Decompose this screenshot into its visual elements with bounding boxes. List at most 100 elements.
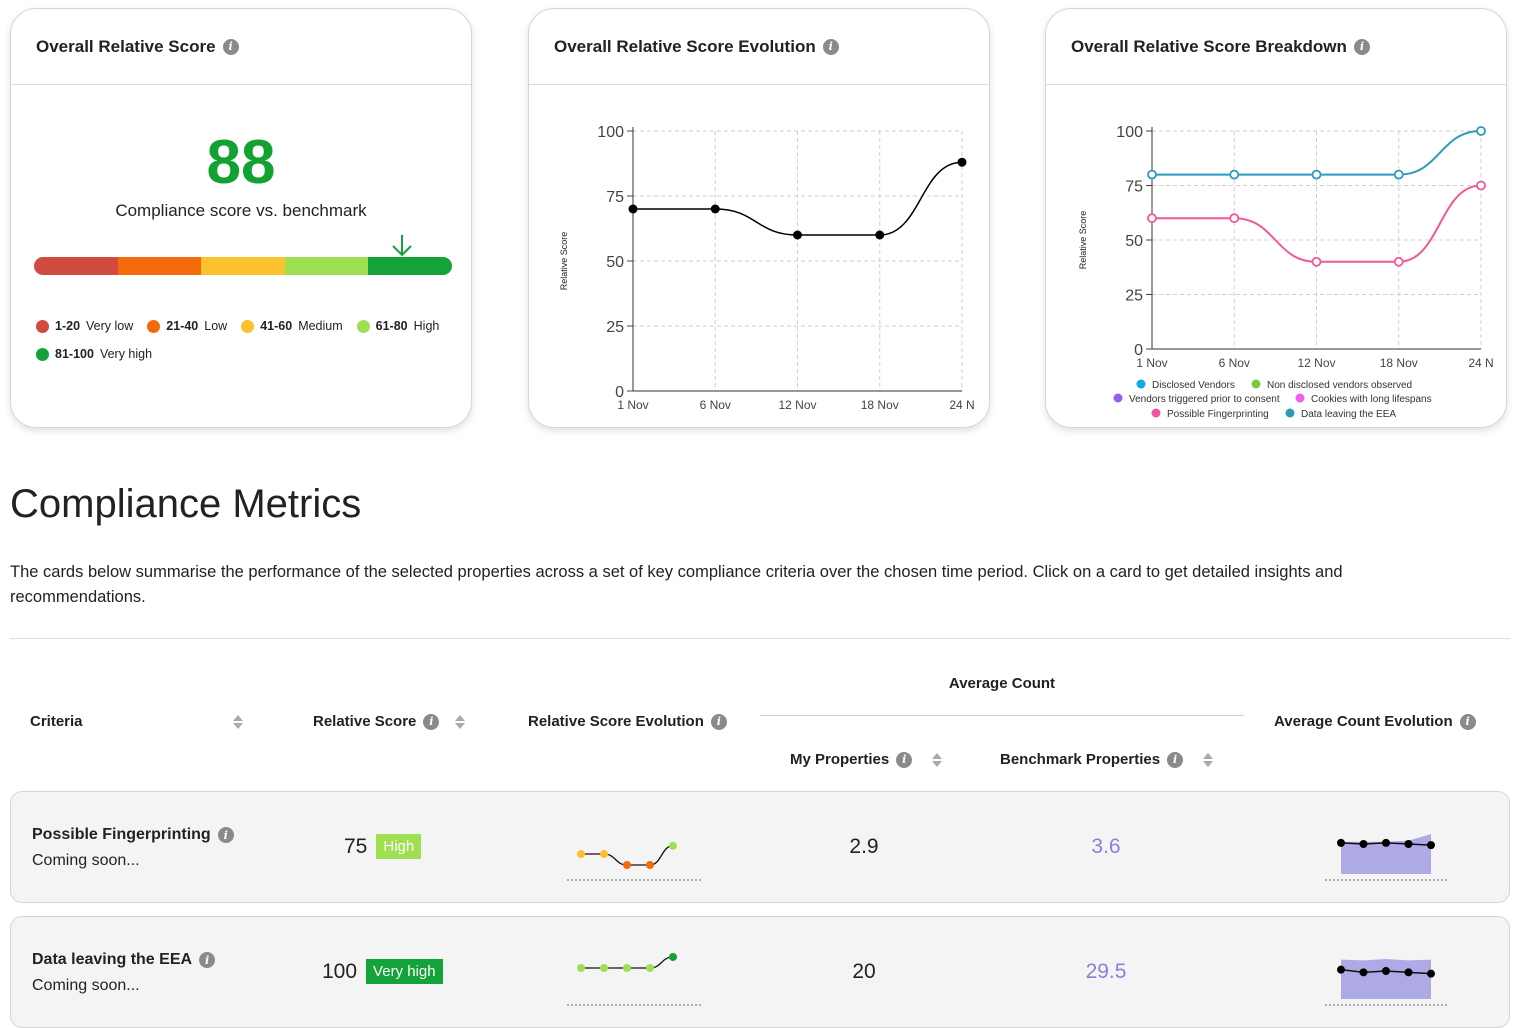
data-point xyxy=(957,157,967,167)
column-group-average-count: Average Count xyxy=(760,675,1244,692)
y-axis-label: Relative Score xyxy=(559,232,569,291)
legend-label: Data leaving the EEA xyxy=(1301,409,1396,420)
y-tick-label: 25 xyxy=(606,319,624,336)
y-tick-label: 0 xyxy=(615,384,624,401)
x-tick-label: 24 N xyxy=(1468,356,1493,370)
card-title: Overall Relative Score xyxy=(36,36,216,56)
y-tick-label: 50 xyxy=(1125,233,1143,250)
sort-icon[interactable] xyxy=(932,752,943,767)
legend-label: Non disclosed vendors observed xyxy=(1267,380,1412,391)
column-label: Relative Score xyxy=(313,713,417,730)
score-band xyxy=(284,257,369,275)
data-point xyxy=(1311,169,1322,180)
score-level-badge: High xyxy=(376,834,422,859)
my-count-point xyxy=(1337,965,1345,974)
score-band xyxy=(34,257,118,275)
legend-item: 41-60 Medium xyxy=(241,319,343,333)
info-icon[interactable]: i xyxy=(1353,38,1370,55)
info-icon[interactable]: i xyxy=(1167,751,1184,768)
data-point xyxy=(1147,169,1157,180)
card-header: Overall Relative Score Breakdown i xyxy=(1046,9,1506,85)
y-tick-label: 100 xyxy=(1116,124,1143,141)
legend-label: Very low xyxy=(86,319,134,333)
sort-icon[interactable] xyxy=(1203,752,1214,767)
legend-dot xyxy=(36,319,49,333)
overall-score-card: Overall Relative Score i 88 Compliance s… xyxy=(10,8,472,428)
legend-item: 1-20 Very low xyxy=(36,319,133,333)
score-caption: Compliance score vs. benchmark xyxy=(115,201,367,220)
my-count-point xyxy=(1382,967,1390,975)
legend-dot xyxy=(147,319,161,333)
benchmark-arrow-icon xyxy=(392,235,412,257)
data-point xyxy=(1476,126,1486,136)
info-icon[interactable]: i xyxy=(217,827,234,843)
data-point xyxy=(1393,169,1404,180)
column-header-relative-score[interactable]: Relative Score i xyxy=(313,713,466,730)
legend-dot xyxy=(356,319,370,333)
sparkline-point xyxy=(669,953,677,961)
column-header-evolution: Relative Score Evolution i xyxy=(528,713,727,730)
score-band xyxy=(368,257,452,275)
info-icon[interactable]: i xyxy=(896,751,913,768)
legend-item: 81-100 Very high xyxy=(36,347,152,361)
my-properties-value: 20 xyxy=(852,960,876,983)
legend-label: Low xyxy=(204,319,228,333)
metric-row-data-leaving-eea[interactable]: Data leaving the EEA i Coming soon... 10… xyxy=(10,916,1510,1028)
count-sparkline xyxy=(1325,834,1449,881)
column-label: My Properties xyxy=(790,751,890,768)
card-title: Overall Relative Score Evolution xyxy=(554,36,816,56)
benchmark-properties-value: 29.5 xyxy=(1085,960,1127,983)
score-level-badge: Very high xyxy=(366,959,443,984)
score-band xyxy=(201,257,285,275)
sparkline-point xyxy=(577,964,585,972)
my-count-point xyxy=(1404,968,1413,977)
x-tick-label: 1 Nov xyxy=(617,398,648,412)
legend-dot xyxy=(1295,393,1305,403)
legend-range: 21-40 xyxy=(166,319,199,333)
score-legend: 1-20 Very low 21-40 Low 41-60 Medium 61-80 High… xyxy=(36,319,466,375)
info-icon[interactable]: i xyxy=(822,38,839,55)
data-point xyxy=(793,230,802,240)
sort-icon[interactable] xyxy=(455,714,466,729)
column-label: Average Count Evolution xyxy=(1274,713,1453,730)
info-icon[interactable]: i xyxy=(199,952,216,968)
criteria-label: Possible Fingerprinting xyxy=(32,826,211,843)
criteria-label: Data leaving the EEA xyxy=(32,951,193,968)
legend-range: 1-20 xyxy=(55,319,81,333)
data-point xyxy=(1393,256,1404,267)
y-tick-label: 100 xyxy=(597,124,624,141)
x-tick-label: 12 Nov xyxy=(1297,356,1335,370)
data-point xyxy=(628,204,638,214)
legend-range: 61-80 xyxy=(375,319,408,333)
legend-label: High xyxy=(413,319,440,333)
metric-row-fingerprinting[interactable]: Possible Fingerprinting i Coming soon...… xyxy=(10,791,1510,903)
legend-range: 81-100 xyxy=(55,347,94,361)
evolution-chart: 1 Nov 6 Nov 12 Nov 18 Nov 24 N 0 25 50 75 100 Rela… xyxy=(559,124,975,412)
breakdown-chart: 1 Nov 6 Nov 12 Nov 18 Nov 24 N 0 25 50 75 100 Rela… xyxy=(1078,124,1494,420)
column-header-my-properties[interactable]: My Properties i xyxy=(790,751,943,768)
legend-dot xyxy=(1113,393,1123,403)
sparkline-point xyxy=(577,850,585,858)
sparkline-point xyxy=(669,841,677,850)
info-icon[interactable]: i xyxy=(1459,713,1476,730)
info-icon[interactable]: i xyxy=(222,38,239,55)
info-icon[interactable]: i xyxy=(710,713,727,730)
column-header-benchmark-properties[interactable]: Benchmark Properties i xyxy=(1000,751,1214,768)
score-band xyxy=(117,257,202,275)
x-tick-label: 6 Nov xyxy=(1219,356,1250,370)
legend-dot xyxy=(36,347,49,361)
column-header-criteria[interactable]: Criteria xyxy=(30,713,243,730)
legend-item: 61-80 High xyxy=(356,319,440,333)
criteria-name: Data leaving the EEA i xyxy=(32,951,216,969)
my-properties-value: 2.9 xyxy=(849,835,879,858)
column-label: Criteria xyxy=(30,713,83,730)
legend-label: Very high xyxy=(99,347,153,361)
legend-label: Disclosed Vendors xyxy=(1152,380,1235,391)
card-header: Overall Relative Score Evolution i xyxy=(529,9,989,85)
relative-score: 100 Very high xyxy=(322,959,443,984)
info-icon[interactable]: i xyxy=(423,713,440,730)
y-tick-label: 0 xyxy=(1134,342,1143,359)
my-count-point xyxy=(1427,841,1435,850)
sparkline-point xyxy=(623,861,631,869)
sort-icon[interactable] xyxy=(232,714,243,729)
